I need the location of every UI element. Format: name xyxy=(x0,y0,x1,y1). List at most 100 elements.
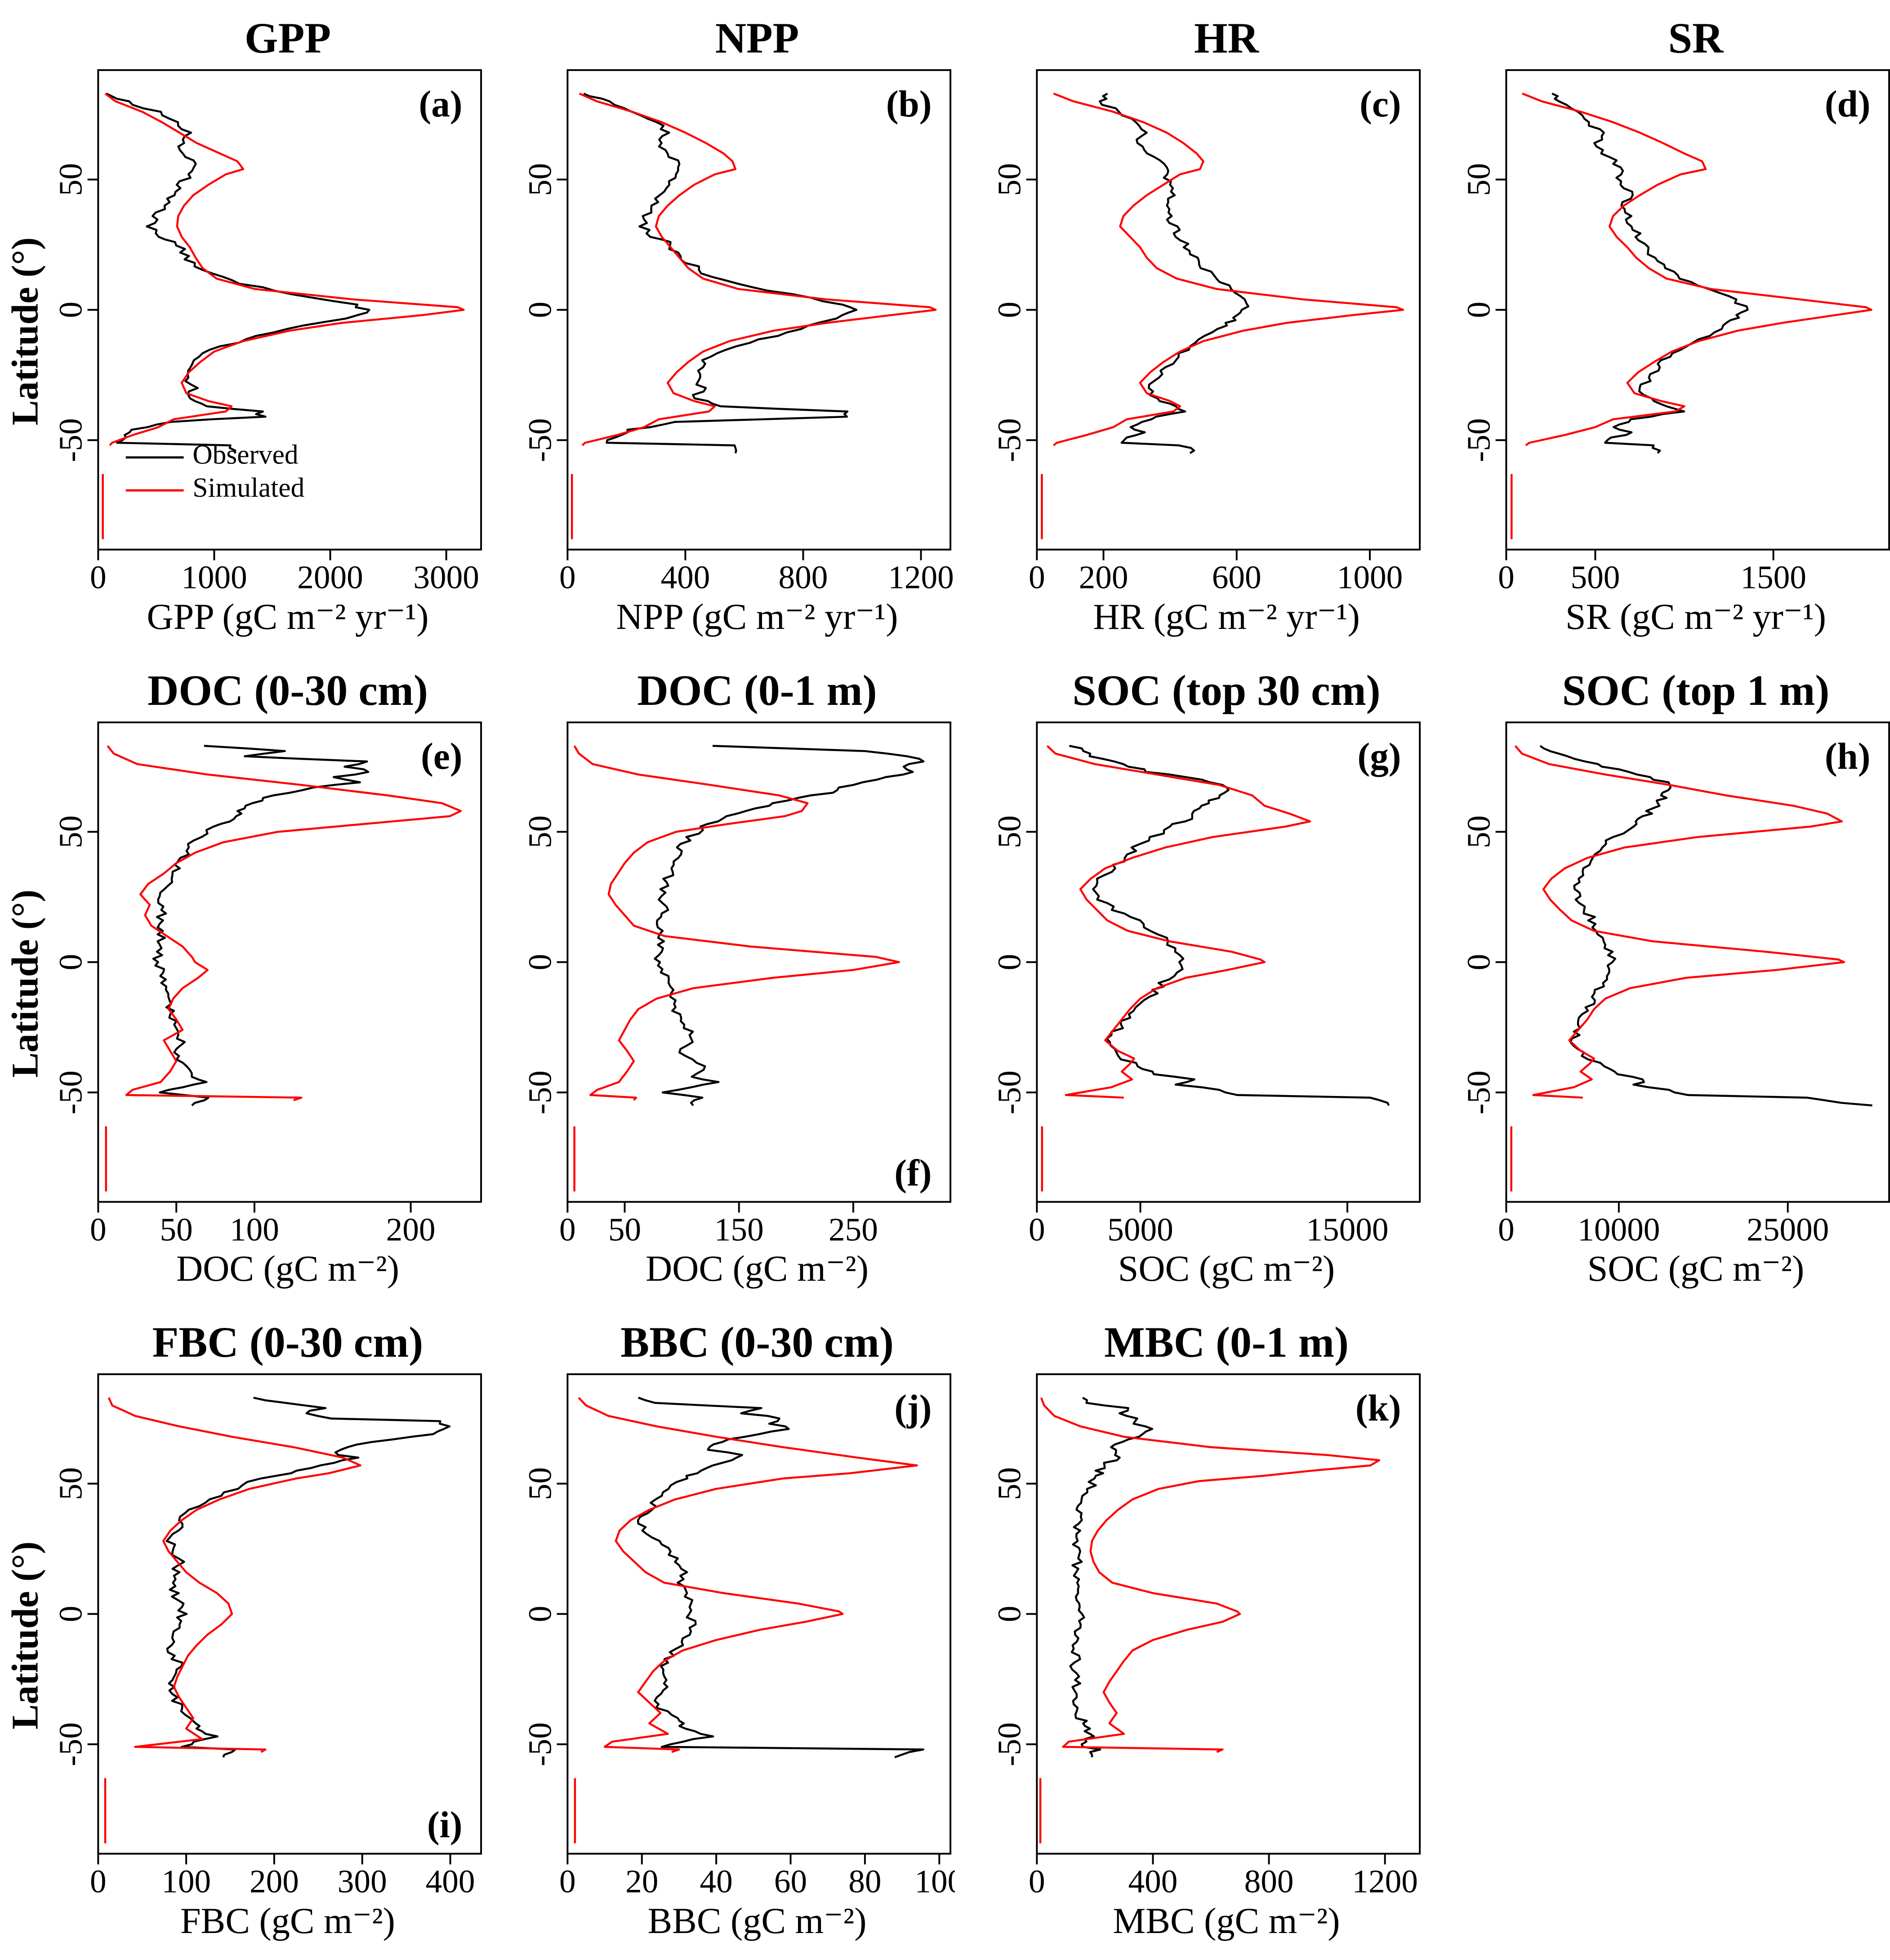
y-axis-label: Latitude (°) xyxy=(4,889,46,1078)
y-tick-label: 50 xyxy=(991,1467,1028,1500)
observed-line xyxy=(106,93,370,454)
x-tick-label: 1200 xyxy=(888,559,954,596)
x-tick-label: 100 xyxy=(161,1863,211,1900)
x-axis-label: NPP (gC m⁻² yr⁻¹) xyxy=(616,596,898,637)
x-tick-label: 800 xyxy=(1244,1863,1294,1900)
panel-letter: (b) xyxy=(886,83,932,125)
panel-title: BBC (0-30 cm) xyxy=(620,1318,894,1367)
y-tick-label: 50 xyxy=(522,163,558,196)
y-tick-label: -50 xyxy=(991,418,1028,462)
panel-title: NPP xyxy=(715,14,799,62)
x-tick-label: 100 xyxy=(914,1863,955,1900)
x-tick-label: 400 xyxy=(660,559,710,596)
panel-title: HR xyxy=(1194,14,1259,62)
hr-chart: -50 0 50 0 200 600 1000 (c) xyxy=(991,69,1421,596)
plot-area: Latitude (°) -50 0 50 0 1000 2000 3000 (a) Obser… xyxy=(4,67,486,597)
y-tick-label: -50 xyxy=(522,1070,558,1114)
simulated-line xyxy=(1046,745,1311,1099)
x-tick-label: 0 xyxy=(559,1211,576,1247)
plot-box xyxy=(1036,69,1421,551)
npp-chart: -50 0 50 0 400 800 1200 (b) xyxy=(522,69,954,596)
x-tick-label: 2000 xyxy=(297,559,363,596)
panel-doc-0-30cm: DOC (0-30 cm) Latitude (°) -50 0 50 0 50 100 2… xyxy=(4,666,486,1294)
simulated-line xyxy=(578,1397,918,1753)
simulated-line xyxy=(1040,1397,1380,1753)
mbc-chart: -50 0 50 0 400 800 1200 (k) xyxy=(991,1373,1421,1900)
panel-mbc: MBC (0-1 m) -50 0 50 0 400 800 1200 (k) MBC (gC… xyxy=(961,1319,1424,1946)
plot-area: -50 0 50 0 50 150 250 (f) xyxy=(492,719,955,1249)
y-tick-label: 0 xyxy=(522,1606,558,1622)
plot-box xyxy=(1505,721,1890,1203)
y-tick-label: 0 xyxy=(1461,953,1497,970)
x-tick-label: 600 xyxy=(1212,559,1261,596)
x-tick-label: 25000 xyxy=(1747,1211,1829,1247)
simulated-line xyxy=(104,93,465,446)
x-tick-label: 3000 xyxy=(413,559,479,596)
bbc-chart: -50 0 50 0 20 40 60 80 100 (j) xyxy=(522,1373,955,1900)
plot-box xyxy=(566,721,952,1203)
simulated-line xyxy=(1053,93,1404,446)
plot-area: -50 0 50 0 400 800 1200 (k) xyxy=(961,1371,1424,1901)
simulated-line xyxy=(579,93,937,446)
x-tick-label: 1000 xyxy=(1337,559,1403,596)
x-tick-label: 100 xyxy=(230,1211,279,1247)
panel-title: SR xyxy=(1668,14,1724,62)
x-tick-label: 300 xyxy=(338,1863,387,1900)
plot-area: -50 0 50 0 10000 25000 (h) xyxy=(1431,719,1890,1249)
panel-title: MBC (0-1 m) xyxy=(1104,1318,1349,1367)
x-axis-label: GPP (gC m⁻² yr⁻¹) xyxy=(147,596,429,637)
observed-line xyxy=(654,744,925,1106)
observed-line xyxy=(1098,93,1249,454)
x-tick-label: 250 xyxy=(829,1211,878,1247)
x-axis-label: SOC (gC m⁻²) xyxy=(1118,1248,1335,1289)
observed-line xyxy=(1069,744,1390,1106)
panel-letter: (i) xyxy=(427,1804,463,1845)
y-tick-label: 0 xyxy=(1461,302,1497,318)
x-tick-label: 60 xyxy=(774,1863,807,1900)
y-tick-label: 50 xyxy=(522,1467,558,1500)
x-tick-label: 50 xyxy=(608,1211,641,1247)
x-tick-label: 500 xyxy=(1570,559,1620,596)
x-tick-label: 0 xyxy=(1029,559,1045,596)
legend-simulated-label: Simulated xyxy=(192,472,304,503)
x-tick-label: 1200 xyxy=(1352,1863,1418,1900)
y-tick-label: 0 xyxy=(991,1606,1028,1622)
x-tick-label: 0 xyxy=(1498,1211,1515,1247)
observed-line xyxy=(1069,1397,1154,1758)
plot-area: -50 0 50 0 20 40 60 80 100 (j) xyxy=(492,1371,955,1901)
x-tick-label: 0 xyxy=(559,1863,576,1900)
panel-letter: (j) xyxy=(894,1387,932,1429)
y-tick-label: 50 xyxy=(1461,163,1497,196)
x-tick-label: 0 xyxy=(90,559,107,596)
x-tick-label: 0 xyxy=(90,1863,107,1900)
x-tick-label: 20 xyxy=(625,1863,658,1900)
y-tick-label: 50 xyxy=(991,163,1028,196)
x-tick-label: 10000 xyxy=(1578,1211,1660,1247)
x-tick-label: 5000 xyxy=(1107,1211,1173,1247)
y-tick-label: -50 xyxy=(522,418,558,462)
plot-box xyxy=(97,721,482,1203)
panel-title: SOC (top 1 m) xyxy=(1562,666,1830,714)
x-axis-label: BBC (gC m⁻²) xyxy=(647,1900,867,1941)
panel-bbc: BBC (0-30 cm) -50 0 50 0 20 40 60 80 100 (j) BBC … xyxy=(492,1319,955,1946)
x-tick-label: 200 xyxy=(250,1863,299,1900)
x-axis-label: SOC (gC m⁻²) xyxy=(1587,1248,1805,1289)
x-axis-label: DOC (gC m⁻²) xyxy=(176,1248,400,1289)
simulated-line xyxy=(573,745,900,1101)
simulated-line xyxy=(1522,93,1872,446)
y-tick-label: -50 xyxy=(522,1722,558,1766)
y-tick-label: -50 xyxy=(1461,1070,1497,1114)
panel-title: SOC (top 30 cm) xyxy=(1072,666,1381,714)
plot-area: Latitude (°) -50 0 50 0 50 100 200 (e) xyxy=(4,719,486,1249)
panel-letter: (f) xyxy=(894,1152,932,1193)
x-axis-label: DOC (gC m⁻²) xyxy=(645,1248,869,1289)
y-tick-label: -50 xyxy=(991,1070,1028,1114)
panel-title: FBC (0-30 cm) xyxy=(152,1318,423,1367)
x-tick-label: 0 xyxy=(559,559,576,596)
x-tick-label: 1000 xyxy=(181,559,247,596)
plot-box xyxy=(566,1373,952,1855)
doc-0-1m-chart: -50 0 50 0 50 150 250 (f) xyxy=(522,721,952,1247)
x-tick-label: 40 xyxy=(700,1863,733,1900)
simulated-line xyxy=(107,745,462,1101)
